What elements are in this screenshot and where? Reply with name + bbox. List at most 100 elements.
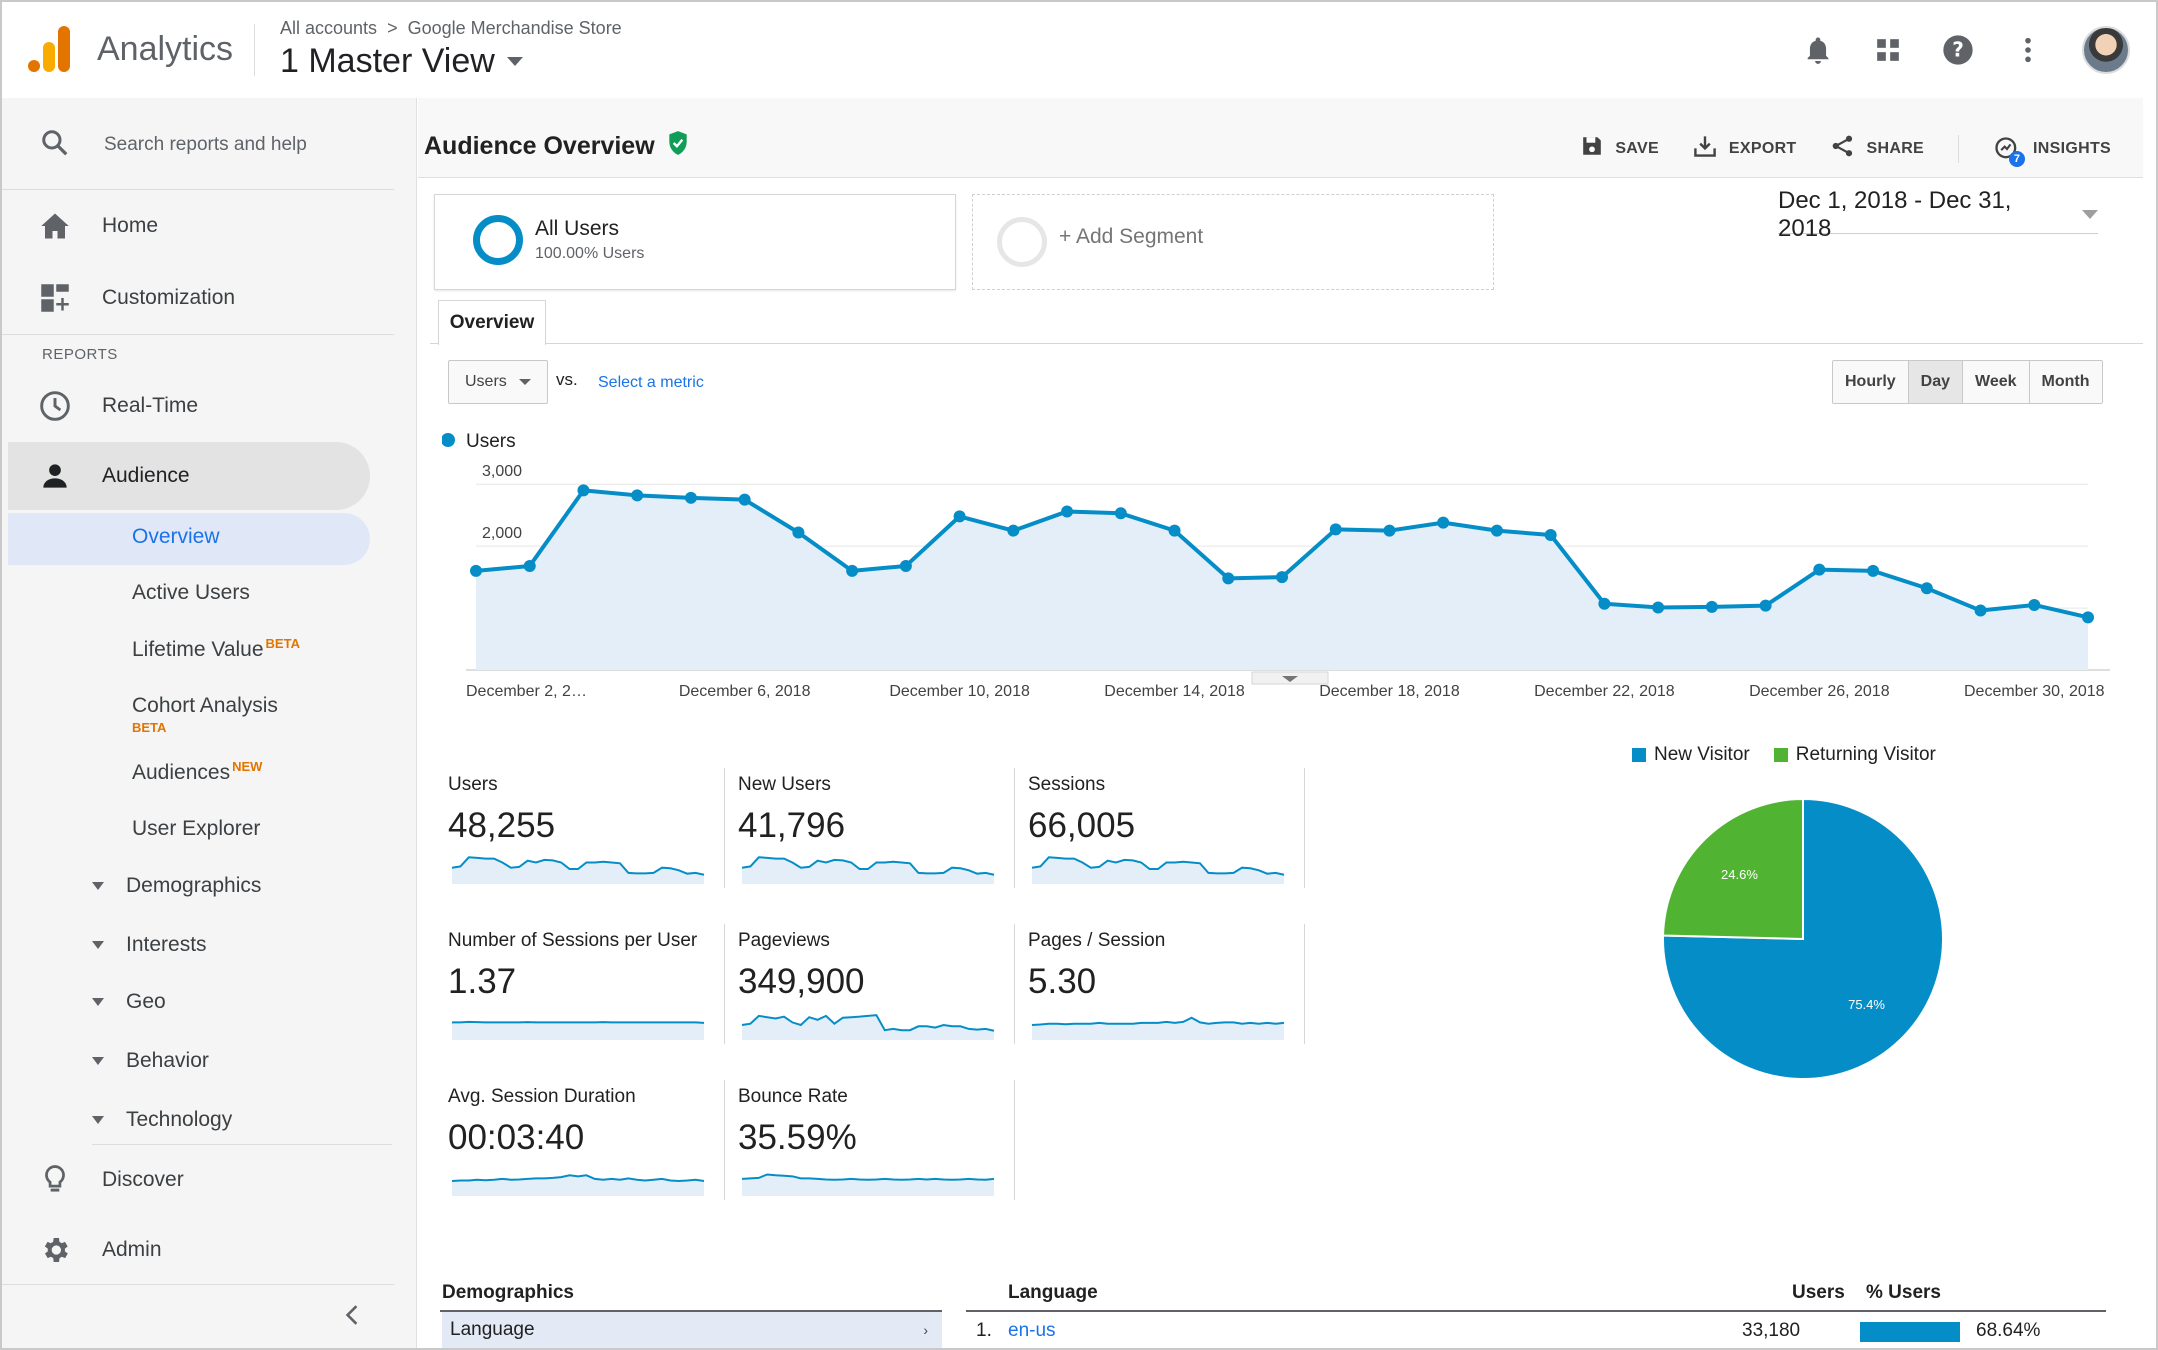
kpi-card[interactable]: Pages / Session 5.30: [1028, 930, 1318, 1090]
breadcrumb-account[interactable]: All accounts: [280, 18, 378, 38]
insights-button[interactable]: 7 INSIGHTS: [1993, 135, 2111, 167]
data-point[interactable]: [1759, 599, 1772, 612]
data-point[interactable]: [1490, 524, 1503, 537]
collapse-sidebar-icon[interactable]: [342, 1304, 362, 1331]
select-metric-link[interactable]: Select a metric: [598, 374, 704, 391]
avatar[interactable]: [2082, 26, 2130, 74]
kpi-divider: [1304, 924, 1305, 1044]
segment-subtitle: 100.00% Users: [535, 245, 645, 262]
data-point[interactable]: [1061, 505, 1074, 518]
sidebar-item-home[interactable]: Home: [2, 196, 394, 256]
data-point[interactable]: [1544, 528, 1557, 541]
tab-overview[interactable]: Overview: [438, 300, 546, 345]
data-point[interactable]: [470, 564, 482, 577]
app-name[interactable]: Analytics: [97, 30, 234, 68]
data-point[interactable]: [792, 526, 805, 539]
data-point[interactable]: [1276, 571, 1288, 584]
kpi-card[interactable]: Bounce Rate 35.59%: [738, 1086, 1028, 1246]
row-pct: 68.64%: [1976, 1320, 2041, 1341]
sidebar-item-behavior[interactable]: Behavior: [92, 1049, 209, 1073]
kpi-card[interactable]: Users 48,255: [448, 774, 738, 934]
data-point[interactable]: [1652, 601, 1665, 614]
granularity-day[interactable]: Day: [1908, 361, 1964, 403]
sidebar-item-customization[interactable]: Customization: [2, 268, 394, 328]
sidebar-search[interactable]: Search reports and help: [2, 98, 394, 190]
help-icon[interactable]: ?: [1942, 34, 1974, 66]
export-button[interactable]: EXPORT: [1693, 134, 1797, 163]
data-point[interactable]: [1007, 524, 1020, 537]
data-point[interactable]: [577, 484, 590, 497]
search-input[interactable]: Search reports and help: [104, 134, 307, 155]
data-point[interactable]: [1974, 604, 1987, 617]
sidebar-item-admin[interactable]: Admin: [2, 1220, 394, 1280]
data-point[interactable]: [953, 510, 966, 523]
language-row[interactable]: Language ›: [442, 1312, 942, 1348]
share-button[interactable]: SHARE: [1831, 134, 1925, 163]
svg-text:?: ?: [1952, 38, 1964, 62]
granularity-month[interactable]: Month: [2029, 361, 2102, 403]
chart-collapse-handle[interactable]: [1251, 671, 1329, 685]
data-point[interactable]: [899, 559, 912, 572]
data-point[interactable]: [1813, 563, 1826, 576]
data-point[interactable]: [2028, 598, 2041, 611]
kpi-card[interactable]: Pageviews 349,900: [738, 930, 1028, 1090]
date-range-picker[interactable]: Dec 1, 2018 - Dec 31, 2018: [1778, 187, 2098, 242]
sidebar-item-lifetime-value[interactable]: Lifetime Value BETA: [132, 636, 300, 662]
data-point[interactable]: [1329, 523, 1342, 536]
data-point[interactable]: [1437, 516, 1450, 529]
sidebar-item-overview[interactable]: Overview: [132, 525, 220, 548]
data-point[interactable]: [684, 491, 697, 504]
data-point[interactable]: [1920, 582, 1933, 595]
data-point[interactable]: [1168, 524, 1181, 537]
data-point[interactable]: [631, 489, 644, 502]
apps-grid-icon[interactable]: [1872, 34, 1904, 66]
kpi-card[interactable]: Sessions 66,005: [1028, 774, 1318, 934]
pie-legend: New Visitor Returning Visitor: [1632, 744, 1936, 766]
language-header: Language: [1008, 1282, 1098, 1303]
sidebar-item-realtime[interactable]: Real-Time: [2, 376, 394, 436]
granularity-hourly[interactable]: Hourly: [1833, 361, 1909, 403]
sidebar-item-active-users[interactable]: Active Users: [132, 581, 250, 604]
data-point[interactable]: [846, 564, 859, 577]
sidebar-item-technology[interactable]: Technology: [92, 1108, 232, 1132]
save-button[interactable]: SAVE: [1581, 135, 1659, 162]
header-actions: ?: [1802, 26, 2130, 74]
analytics-logo-icon[interactable]: [28, 26, 72, 72]
kpi-divider: [1304, 768, 1305, 888]
sidebar-item-audience[interactable]: Audience: [2, 446, 394, 506]
metric-dropdown[interactable]: Users: [448, 360, 548, 404]
data-point[interactable]: [1598, 597, 1611, 610]
data-point[interactable]: [1705, 600, 1718, 613]
data-point[interactable]: [1867, 564, 1880, 577]
view-selector[interactable]: 1 Master View: [280, 42, 523, 81]
sidebar-item-demographics[interactable]: Demographics: [92, 874, 261, 898]
data-point[interactable]: [1222, 572, 1235, 585]
kpi-card[interactable]: Number of Sessions per User 1.37: [448, 930, 738, 1090]
pie-slice[interactable]: [1662, 797, 1944, 1080]
sidebar-item-discover[interactable]: Discover: [2, 1150, 394, 1210]
data-point[interactable]: [2082, 611, 2094, 624]
pie-slice[interactable]: [1662, 797, 1804, 941]
add-segment-button[interactable]: + Add Segment: [972, 194, 1494, 290]
row-language-link[interactable]: en-us: [1008, 1320, 1056, 1341]
breadcrumb-property[interactable]: Google Merchandise Store: [407, 18, 622, 38]
data-point[interactable]: [738, 493, 751, 506]
kpi-card[interactable]: New Users 41,796: [738, 774, 1028, 934]
bell-icon[interactable]: [1802, 34, 1834, 66]
sidebar-item-geo[interactable]: Geo: [92, 990, 166, 1014]
sidebar-item-audiences[interactable]: Audiences NEW: [132, 759, 262, 785]
sidebar-item-cohort-analysis[interactable]: Cohort Analysis: [132, 694, 278, 717]
sidebar-item-interests[interactable]: Interests: [92, 933, 207, 957]
kpi-card[interactable]: Avg. Session Duration 00:03:40: [448, 1086, 738, 1246]
data-point[interactable]: [1383, 524, 1396, 537]
segment-all-users[interactable]: All Users 100.00% Users: [434, 194, 956, 290]
more-vert-icon[interactable]: [2012, 34, 2044, 66]
breadcrumb-separator: >: [387, 18, 398, 38]
data-point[interactable]: [1114, 507, 1127, 520]
sidebar-item-user-explorer[interactable]: User Explorer: [132, 817, 261, 840]
share-icon: [1831, 134, 1855, 163]
data-point[interactable]: [523, 559, 536, 572]
granularity-week[interactable]: Week: [1963, 361, 2030, 403]
page-title: Audience Overview: [424, 130, 689, 163]
